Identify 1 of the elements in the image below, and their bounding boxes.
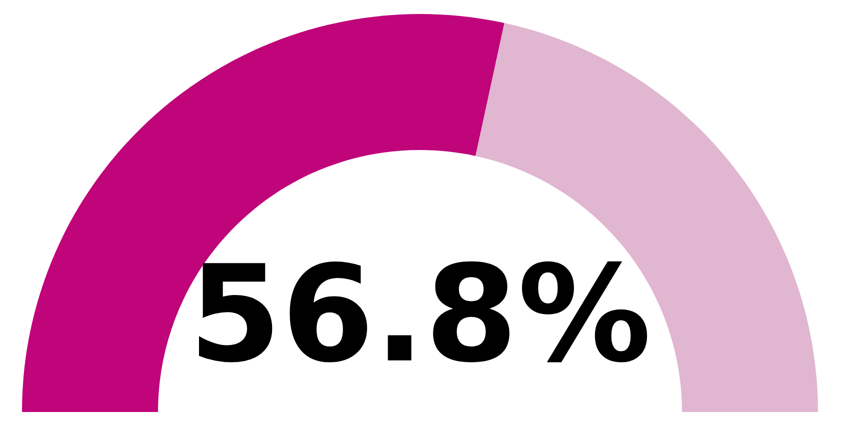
text: 56.8% — [199, 261, 648, 362]
